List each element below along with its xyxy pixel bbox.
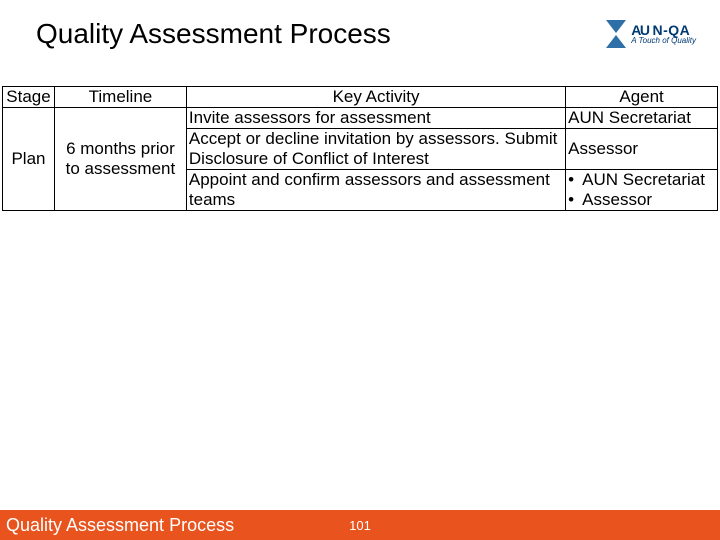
page-title: Quality Assessment Process	[36, 18, 391, 50]
qa-table: Stage Timeline Key Activity Agent Plan 6…	[2, 86, 718, 211]
col-activity: Key Activity	[186, 87, 565, 108]
footer-page-number: 101	[349, 518, 371, 533]
footer-bar: Quality Assessment Process 101	[0, 510, 720, 540]
table-header-row: Stage Timeline Key Activity Agent	[3, 87, 718, 108]
table-row: Plan 6 months prior to assessment Invite…	[3, 108, 718, 129]
timeline-cell: 6 months prior to assessment	[54, 108, 186, 211]
activity-cell: Appoint and confirm assessors and assess…	[186, 170, 565, 211]
logo-line1: AUN-QA	[631, 23, 696, 37]
stage-cell: Plan	[3, 108, 55, 211]
agent-bullet: AUN Secretariat	[568, 170, 715, 190]
hourglass-icon	[605, 19, 627, 49]
agent-cell: AUN Secretariat Assessor	[566, 170, 718, 211]
logo-tagline: A Touch of Quality	[631, 37, 696, 45]
col-agent: Agent	[566, 87, 718, 108]
aun-qa-logo: AUN-QA A Touch of Quality	[605, 19, 696, 49]
col-stage: Stage	[3, 87, 55, 108]
slide: Quality Assessment Process AUN-QA A Touc…	[0, 0, 720, 540]
agent-cell: Assessor	[566, 129, 718, 170]
activity-cell: Accept or decline invitation by assessor…	[186, 129, 565, 170]
agent-cell: AUN Secretariat	[566, 108, 718, 129]
footer-title: Quality Assessment Process	[0, 515, 234, 536]
agent-bullet: Assessor	[568, 190, 715, 210]
agent-bullets: AUN Secretariat Assessor	[568, 170, 715, 210]
activity-cell: Invite assessors for assessment	[186, 108, 565, 129]
col-timeline: Timeline	[54, 87, 186, 108]
logo-text: AUN-QA A Touch of Quality	[631, 23, 696, 45]
title-row: Quality Assessment Process AUN-QA A Touc…	[36, 18, 696, 50]
